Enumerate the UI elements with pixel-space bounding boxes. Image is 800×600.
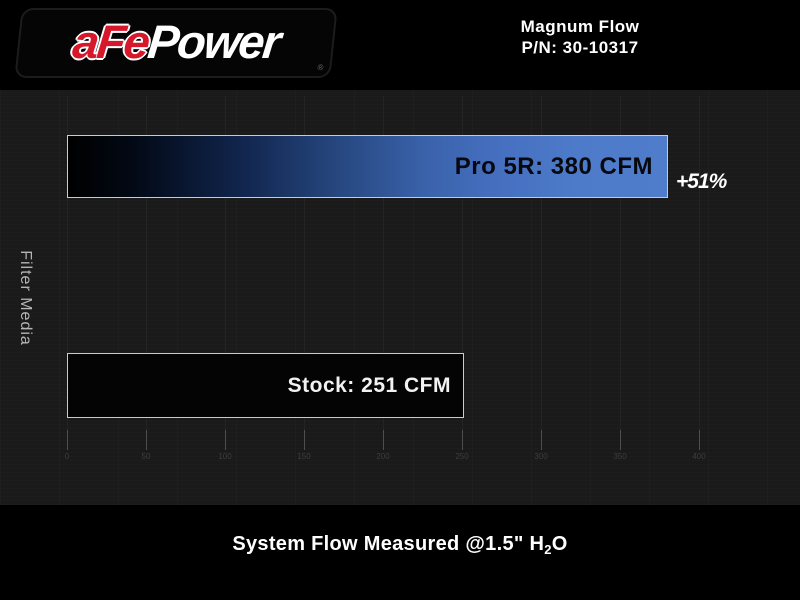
x-axis-tick — [67, 430, 68, 450]
gridline — [541, 96, 542, 430]
gridline — [304, 96, 305, 430]
bar-stock: Stock: 251 CFM — [67, 353, 464, 418]
chart-part-number: P/N: 30-10317 — [521, 38, 639, 57]
x-axis-tick-label: 50 — [141, 452, 151, 461]
x-axis-tick — [225, 430, 226, 450]
x-axis-tick — [541, 430, 542, 450]
x-axis-tick-label: 350 — [613, 452, 627, 461]
y-axis-label: Filter Media — [17, 249, 34, 346]
registered-trademark-symbol: ® — [317, 63, 324, 72]
bar-pro-5r-label: Pro 5R: 380 CFM — [454, 152, 653, 180]
footer-note-subscript: 2 — [544, 542, 552, 557]
gridline — [699, 96, 700, 430]
gridline — [225, 96, 226, 430]
footer-note: System Flow Measured @1.5" H2O — [0, 533, 800, 557]
chart-title-line1: Magnum Flow — [520, 17, 640, 36]
x-axis-tick-label: 0 — [64, 452, 70, 461]
x-axis-tick-label: 150 — [297, 452, 311, 461]
gridline — [383, 96, 384, 430]
footer-note-suffix: O — [551, 533, 568, 555]
x-axis-tick-label: 100 — [218, 452, 232, 461]
chart-plot-area: 0 50 100 150 200 250 300 350 400 Filter Media Pr… — [0, 90, 800, 505]
x-axis-tick-label: 250 — [455, 452, 469, 461]
x-axis-tick — [462, 430, 463, 450]
logo-text: aFePower — [70, 14, 283, 68]
x-axis-tick-label: 200 — [376, 452, 390, 461]
x-axis-tick-label: 400 — [692, 452, 706, 461]
gridline — [67, 96, 68, 430]
logo-power-text: Power — [145, 14, 283, 68]
x-axis-tick — [383, 430, 384, 450]
x-axis-tick — [146, 430, 147, 450]
gridline — [146, 96, 147, 430]
x-axis-tick — [620, 430, 621, 450]
x-axis-tick — [304, 430, 305, 450]
x-axis-tick-label: 300 — [534, 452, 548, 461]
bar-stock-label: Stock: 251 CFM — [287, 373, 451, 397]
chart-title: Magnum Flow P/N: 30-10317 — [430, 16, 730, 58]
gridline — [620, 96, 621, 430]
logo-afe-text: aFe — [70, 14, 151, 68]
bar-pro-5r: Pro 5R: 380 CFM — [67, 135, 668, 198]
percent-gain-annotation: +51% — [676, 170, 727, 193]
footer-note-prefix: System Flow Measured @1.5" H — [232, 533, 545, 555]
x-axis-tick — [699, 430, 700, 450]
afe-power-logo: aFePower ® — [14, 8, 338, 78]
gridline — [462, 96, 463, 430]
logo-background: aFePower ® — [14, 8, 338, 78]
